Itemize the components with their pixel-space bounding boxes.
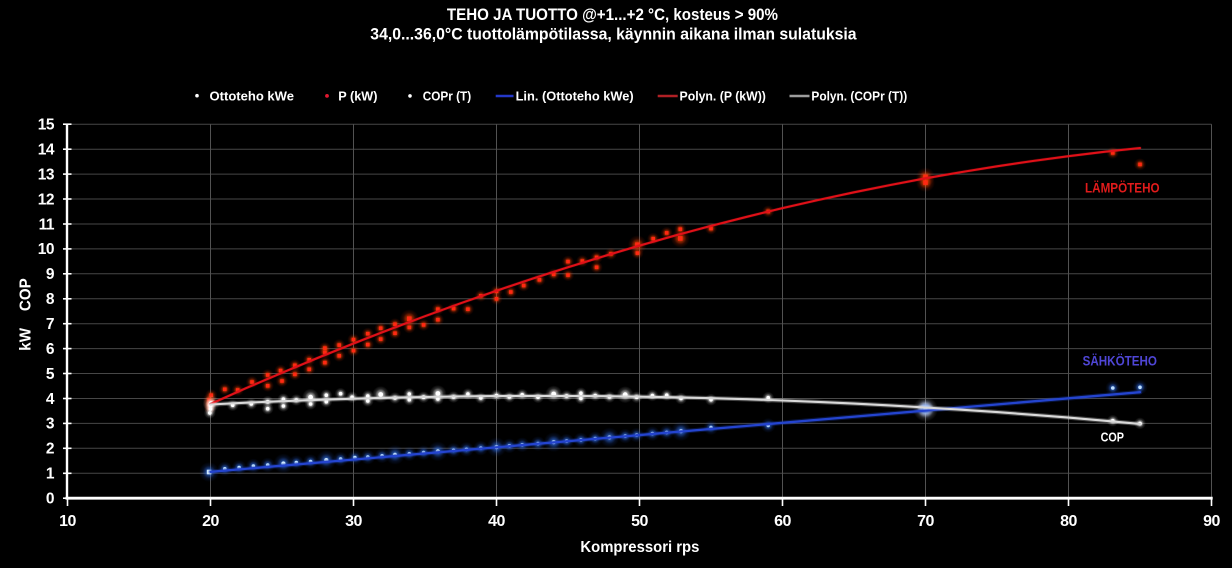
svg-text:34,0...36,0°C tuottolämpötilas: 34,0...36,0°C tuottolämpötilassa, käynni… xyxy=(370,24,857,43)
svg-text:P (kW): P (kW) xyxy=(338,88,377,103)
svg-text:TEHO JA TUOTTO @+1...+2 °C, ko: TEHO JA TUOTTO @+1...+2 °C, kosteus > 90… xyxy=(447,5,778,24)
svg-text:4: 4 xyxy=(46,391,55,408)
svg-text:2: 2 xyxy=(46,441,54,458)
svg-text:10: 10 xyxy=(59,513,76,530)
svg-text:Kompressori rps: Kompressori rps xyxy=(580,539,699,556)
svg-text:Lin. (Ottoteho kWe): Lin. (Ottoteho kWe) xyxy=(516,88,634,103)
svg-text:3: 3 xyxy=(46,416,55,433)
svg-text:6: 6 xyxy=(46,341,55,358)
svg-text:7: 7 xyxy=(46,316,54,333)
svg-text:12: 12 xyxy=(38,191,54,208)
svg-text:8: 8 xyxy=(46,291,55,308)
svg-text:50: 50 xyxy=(631,513,648,530)
svg-text:COP: COP xyxy=(1101,429,1125,444)
svg-text:14: 14 xyxy=(38,142,55,159)
svg-text:1: 1 xyxy=(46,466,55,483)
svg-text:70: 70 xyxy=(917,513,934,530)
svg-text:kW COP: kW COP xyxy=(18,278,35,351)
svg-text:Polyn. (COPr (T)): Polyn. (COPr (T)) xyxy=(811,88,907,103)
svg-text:LÄMPÖTEHO: LÄMPÖTEHO xyxy=(1085,180,1160,196)
svg-text:10: 10 xyxy=(38,241,54,258)
svg-text:0: 0 xyxy=(46,491,54,508)
svg-text:13: 13 xyxy=(38,166,55,183)
svg-text:5: 5 xyxy=(46,366,55,383)
svg-text:Polyn. (P (kW)): Polyn. (P (kW)) xyxy=(680,88,766,103)
svg-text:60: 60 xyxy=(774,513,791,530)
svg-text:Ottoteho kWe: Ottoteho kWe xyxy=(210,88,295,103)
svg-text:15: 15 xyxy=(38,117,55,134)
svg-text:40: 40 xyxy=(488,513,505,530)
svg-text:90: 90 xyxy=(1203,513,1220,530)
svg-text:COPr (T): COPr (T) xyxy=(423,88,472,103)
svg-text:9: 9 xyxy=(46,266,55,283)
svg-text:SÄHKÖTEHO: SÄHKÖTEHO xyxy=(1083,353,1157,369)
svg-text:30: 30 xyxy=(345,513,362,530)
svg-text:11: 11 xyxy=(39,216,55,233)
svg-text:80: 80 xyxy=(1060,513,1077,530)
svg-text:20: 20 xyxy=(202,513,219,530)
